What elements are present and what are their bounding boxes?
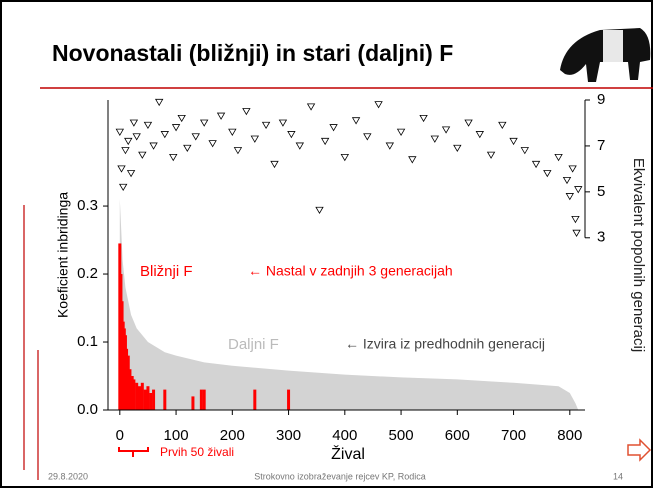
page-number: 14 <box>613 471 623 481</box>
y-tick-label: 0.0 <box>77 401 98 418</box>
x-tick-label: 400 <box>332 427 357 444</box>
x-axis-label: Žival <box>331 444 365 463</box>
bar <box>135 383 138 410</box>
x-tick-label: 300 <box>276 427 301 444</box>
bar <box>132 379 135 410</box>
bar <box>191 396 194 410</box>
y2-tick-label: 7 <box>597 137 605 154</box>
y-tick-label: 0.3 <box>77 197 98 214</box>
y-axis-label: Koeficient inbridinga <box>55 192 71 318</box>
y-tick-label: 0.1 <box>77 333 98 350</box>
slide-title: Novonastali (bližnji) in stari (daljni) … <box>52 40 453 66</box>
bar <box>163 390 166 410</box>
bar <box>152 390 155 410</box>
bar <box>253 390 256 410</box>
bar <box>146 386 149 410</box>
bar <box>141 383 144 410</box>
series-label: Bližnji F <box>140 263 193 280</box>
annotation: Prvih 50 živali <box>160 445 234 459</box>
bar <box>203 390 206 410</box>
y-tick-label: 0.2 <box>77 265 98 282</box>
x-tick-label: 100 <box>164 427 189 444</box>
footer-text: Strokovno izobraževanje rejcev KP, Rodic… <box>254 471 425 481</box>
page: Novonastali (bližnji) in stari (daljni) … <box>0 0 653 488</box>
y2-axis-label: Ekvivalent popolnih generacij <box>630 158 647 352</box>
annotation: ← Izvira iz predhodnih generacij <box>345 336 545 352</box>
bar <box>144 390 147 410</box>
x-tick-label: 700 <box>501 427 526 444</box>
y2-tick-label: 3 <box>597 229 605 246</box>
x-tick-label: 800 <box>557 427 582 444</box>
annotation: ← Nastal v zadnjih 3 generacijah <box>248 263 453 279</box>
y2-tick-label: 9 <box>597 91 605 108</box>
series-label: Daljni F <box>228 336 279 353</box>
slide-frame <box>1 1 652 487</box>
bar <box>287 390 290 410</box>
x-tick-label: 500 <box>389 427 414 444</box>
footer-date: 29.8.2020 <box>48 471 88 481</box>
bar <box>138 386 141 410</box>
bar <box>200 390 203 410</box>
x-tick-label: 600 <box>445 427 470 444</box>
y2-tick-label: 5 <box>597 183 605 200</box>
slide: Novonastali (bližnji) in stari (daljni) … <box>0 0 653 488</box>
x-tick-label: 200 <box>220 427 245 444</box>
x-tick-label: 0 <box>116 427 124 444</box>
bar <box>149 393 152 410</box>
